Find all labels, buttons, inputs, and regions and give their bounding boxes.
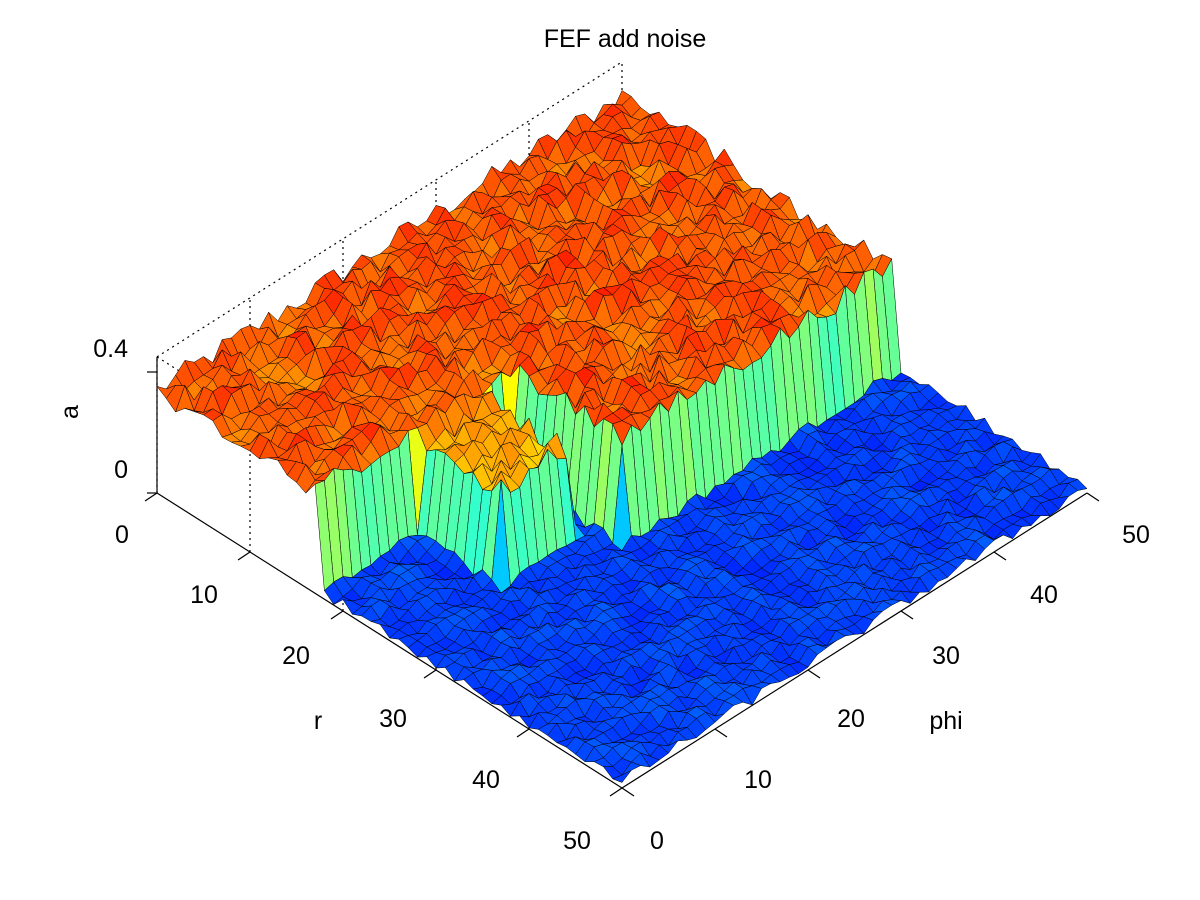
x-tick — [516, 728, 530, 738]
x-axis-label: r — [314, 707, 322, 735]
x-axis-line — [156, 492, 623, 789]
x-tick-label-4: 40 — [472, 766, 500, 794]
x-tick — [237, 551, 251, 561]
y-tick — [1086, 492, 1100, 502]
y-tick-label-1: 10 — [744, 766, 772, 794]
y-tick-label-2: 20 — [837, 705, 865, 733]
z-tick-label-1: 0.4 — [93, 335, 128, 363]
y-tick-label-0: 0 — [650, 827, 664, 855]
y-tick — [900, 610, 914, 620]
box-edge — [156, 61, 623, 358]
chart-title: FEF add noise — [544, 25, 707, 53]
x-tick-label-1: 10 — [190, 581, 218, 609]
tick-marks — [144, 371, 1100, 797]
y-tick — [807, 669, 821, 679]
x-tick-label-3: 30 — [379, 705, 407, 733]
x-tick — [423, 669, 437, 679]
y-axis-label: phi — [929, 707, 962, 735]
x-tick — [144, 492, 158, 502]
y-axis-line — [621, 492, 1088, 789]
y-tick — [621, 787, 635, 797]
y-tick — [714, 728, 728, 738]
y-tick-label-3: 30 — [932, 642, 960, 670]
x-tick — [609, 787, 623, 797]
surface-mesh — [156, 90, 1088, 783]
z-tick-label-0: 0 — [114, 456, 128, 484]
x-tick — [330, 610, 344, 620]
axes-box-front — [156, 356, 1088, 789]
x-tick-label-0: 0 — [115, 521, 129, 549]
surface-cell — [612, 770, 632, 783]
z-axis-label: a — [56, 405, 84, 419]
x-tick-label-2: 20 — [282, 642, 310, 670]
y-tick-label-4: 40 — [1030, 581, 1058, 609]
y-tick-label-5: 50 — [1122, 521, 1150, 549]
x-tick-label-5: 50 — [563, 827, 591, 855]
y-tick — [993, 551, 1007, 561]
